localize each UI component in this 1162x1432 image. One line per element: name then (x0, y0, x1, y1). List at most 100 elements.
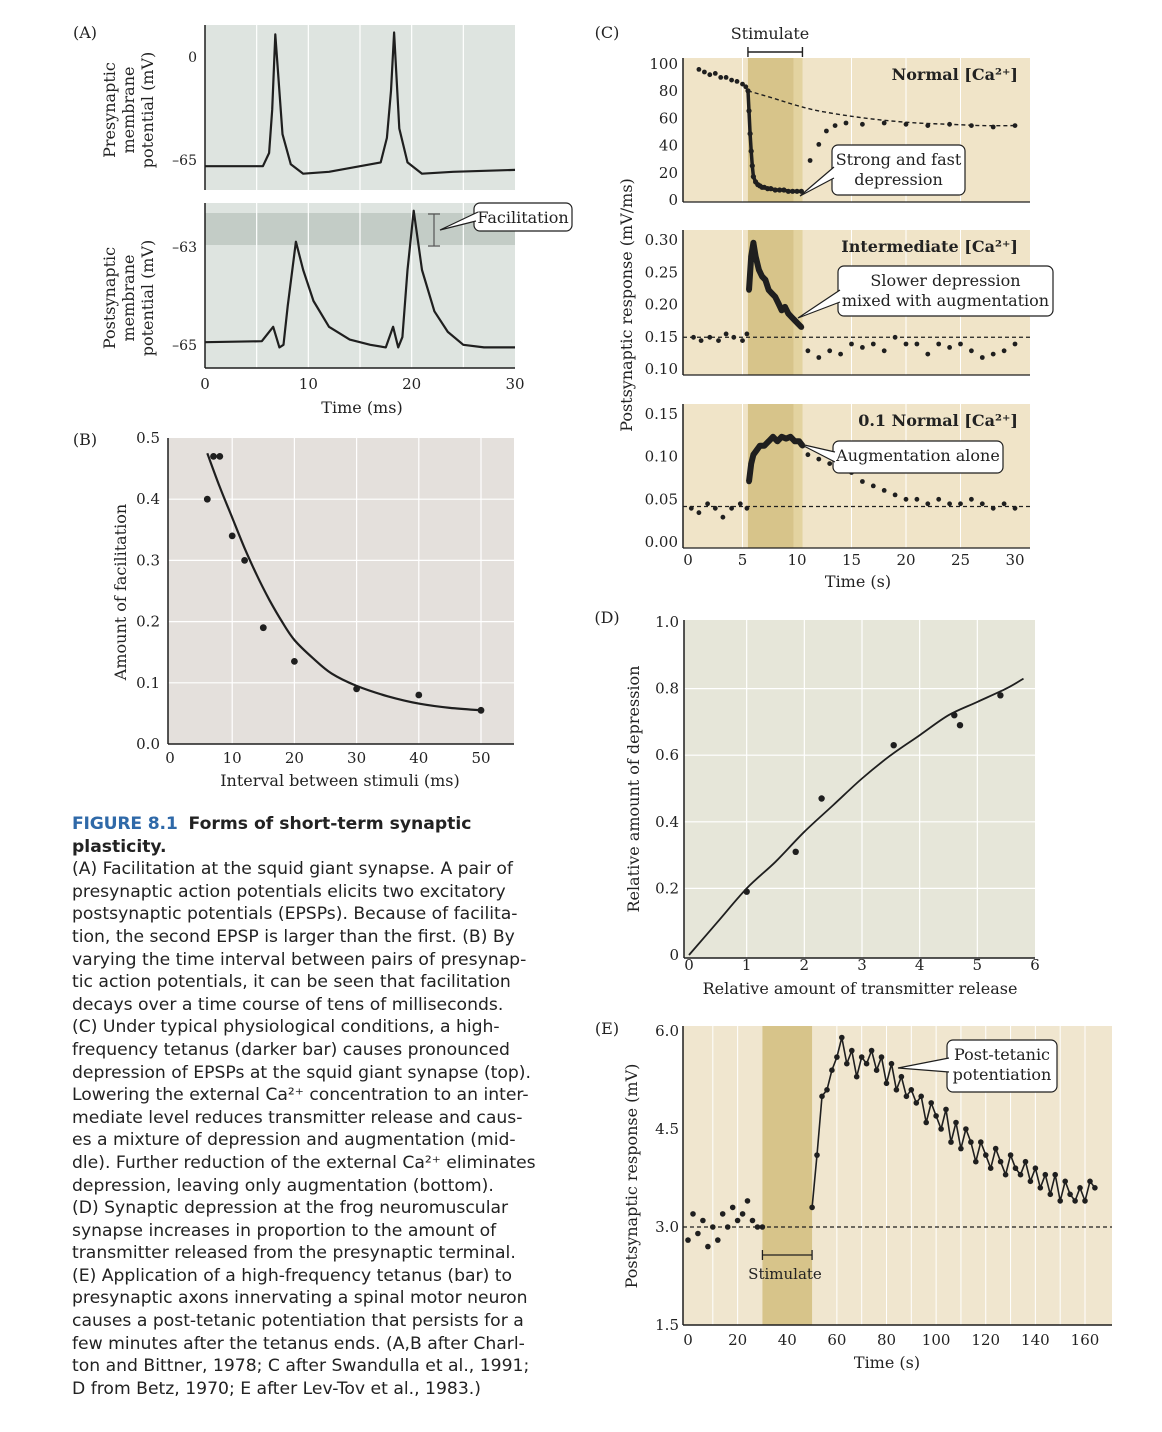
y-tick-label: 0.4 (136, 490, 160, 508)
x-tick-label: 15 (842, 551, 861, 569)
y-tick-label: 40 (659, 137, 678, 155)
panel-c-point (691, 334, 696, 340)
y-tick-label: –65 (172, 153, 197, 169)
caption-line: decays over a time course of tens of mil… (72, 994, 504, 1015)
x-tick-label: 0 (684, 956, 694, 974)
normal-ca-point (729, 77, 734, 83)
x-axis-label: Time (ms) (321, 398, 402, 417)
x-tick-label: 20 (728, 1331, 747, 1349)
panel-e-point (849, 1047, 855, 1054)
panel-e-point (963, 1126, 969, 1132)
y-axis-label: Amount of facilitation (111, 504, 130, 681)
y-tick-label: 0.8 (655, 680, 679, 698)
panel-c-point (756, 267, 762, 273)
y-tick-label: 0.25 (645, 263, 678, 281)
x-axis-label: Time (s) (854, 1353, 920, 1372)
normal-ca-point (734, 79, 740, 84)
panel-e-point (1062, 1178, 1068, 1185)
panel-b-data-point (415, 691, 423, 699)
y-tick-label: 1.0 (655, 613, 679, 631)
panel-b-data-point (353, 685, 360, 693)
panel-c-point (936, 341, 942, 347)
panel-d-data-point (997, 692, 1004, 699)
y-tick-label: 4.5 (655, 1120, 679, 1138)
depression-callout-pointer (799, 166, 835, 197)
tetanus-bar-edge (793, 404, 803, 548)
panel-e-point (814, 1152, 820, 1158)
panel-e-point (1072, 1198, 1078, 1204)
tetanus-bar-edge (793, 230, 803, 375)
panel-d-data-point (956, 722, 964, 729)
x-tick-label: 120 (971, 1331, 1000, 1349)
x-tick-label: 25 (951, 551, 970, 569)
augmentation-callout-pointer (799, 443, 836, 463)
panel-e-point (903, 1093, 910, 1100)
panel-e-point (744, 1198, 751, 1204)
y-tick-label: 0.15 (645, 405, 678, 423)
x-tick-label: 0 (683, 1331, 693, 1349)
y-tick-label: 0.00 (645, 533, 678, 551)
panel-e-point (973, 1158, 979, 1165)
caption-line: varying the time interval between pairs … (72, 949, 527, 970)
panel-e-point (1037, 1185, 1044, 1191)
panel-e-point (685, 1237, 691, 1243)
panel-e-point (918, 1093, 924, 1100)
facilitation-bracket (428, 213, 440, 247)
y-tick-label: 20 (659, 164, 678, 182)
x-tick-label: 100 (922, 1331, 951, 1349)
x-tick-label: 1 (742, 956, 752, 974)
x-tick-label: 160 (1071, 1331, 1100, 1349)
panel-e-point (893, 1087, 900, 1093)
panel-c-point (990, 505, 996, 511)
stimulate-bar (747, 47, 804, 57)
normal-ca-point (816, 142, 822, 147)
normal-ca-point (745, 88, 751, 94)
normal-ca-point (843, 120, 849, 126)
normal-ca-point (824, 128, 829, 134)
panel-e-point (749, 1217, 756, 1224)
panel-c-point (969, 348, 974, 354)
caption-line: D from Betz, 1970; E after Lev-Tov et al… (72, 1378, 481, 1399)
normal-ca-point (718, 75, 724, 80)
x-tick-label: 0 (200, 375, 210, 393)
panel-c-point (827, 461, 833, 466)
normal-ca-point (969, 123, 974, 128)
x-tick-label: 60 (827, 1331, 846, 1349)
panel-c-point (787, 434, 794, 440)
panel-c-point (849, 341, 854, 347)
normal-ca-point (746, 108, 752, 114)
panel-c-point (936, 496, 942, 502)
augmentation-callout-text: Augmentation alone (835, 446, 1000, 465)
panel-e-point (700, 1217, 706, 1224)
panel-e-point (853, 1073, 860, 1080)
caption-line: depression, leaving only augmentation (b… (72, 1175, 494, 1196)
y-tick-label: 100 (649, 55, 678, 73)
figure-caption: FIGURE 8.1 Forms of short-term synaptic … (72, 813, 572, 1400)
x-axis-label: Interval between stimuli (ms) (220, 771, 460, 790)
panel-c-point (1001, 348, 1007, 354)
panel-c-point (750, 240, 757, 246)
panel-d-data-point (792, 848, 799, 855)
panel-b-data-point (203, 495, 211, 503)
panel-e-point (719, 1211, 726, 1217)
x-tick-label: 0 (683, 551, 693, 569)
panel-e-point (1022, 1158, 1029, 1165)
panel-e-point (888, 1060, 895, 1067)
normal-ca-point (1012, 123, 1018, 128)
panel-e-point (908, 1087, 915, 1093)
caption-line: tic action potentials, it can be seen th… (72, 972, 511, 993)
x-tick-label: 40 (778, 1331, 797, 1349)
x-tick-label: 2 (800, 956, 810, 974)
presynaptic-trace (205, 31, 516, 175)
panel-e-point (863, 1060, 870, 1067)
caption-line: Lowering the external Ca²⁺ concentration… (72, 1085, 529, 1106)
panel-c-point (731, 334, 737, 340)
panel-c-point (798, 324, 805, 330)
normal-ca-point (781, 187, 787, 193)
panel-c-point (816, 456, 822, 462)
panel-c-point (947, 501, 952, 507)
normal-ca-point (772, 187, 778, 193)
panel-d-data-point (818, 795, 825, 802)
normal-ca-point (743, 84, 749, 90)
panel-e-point (734, 1217, 741, 1224)
